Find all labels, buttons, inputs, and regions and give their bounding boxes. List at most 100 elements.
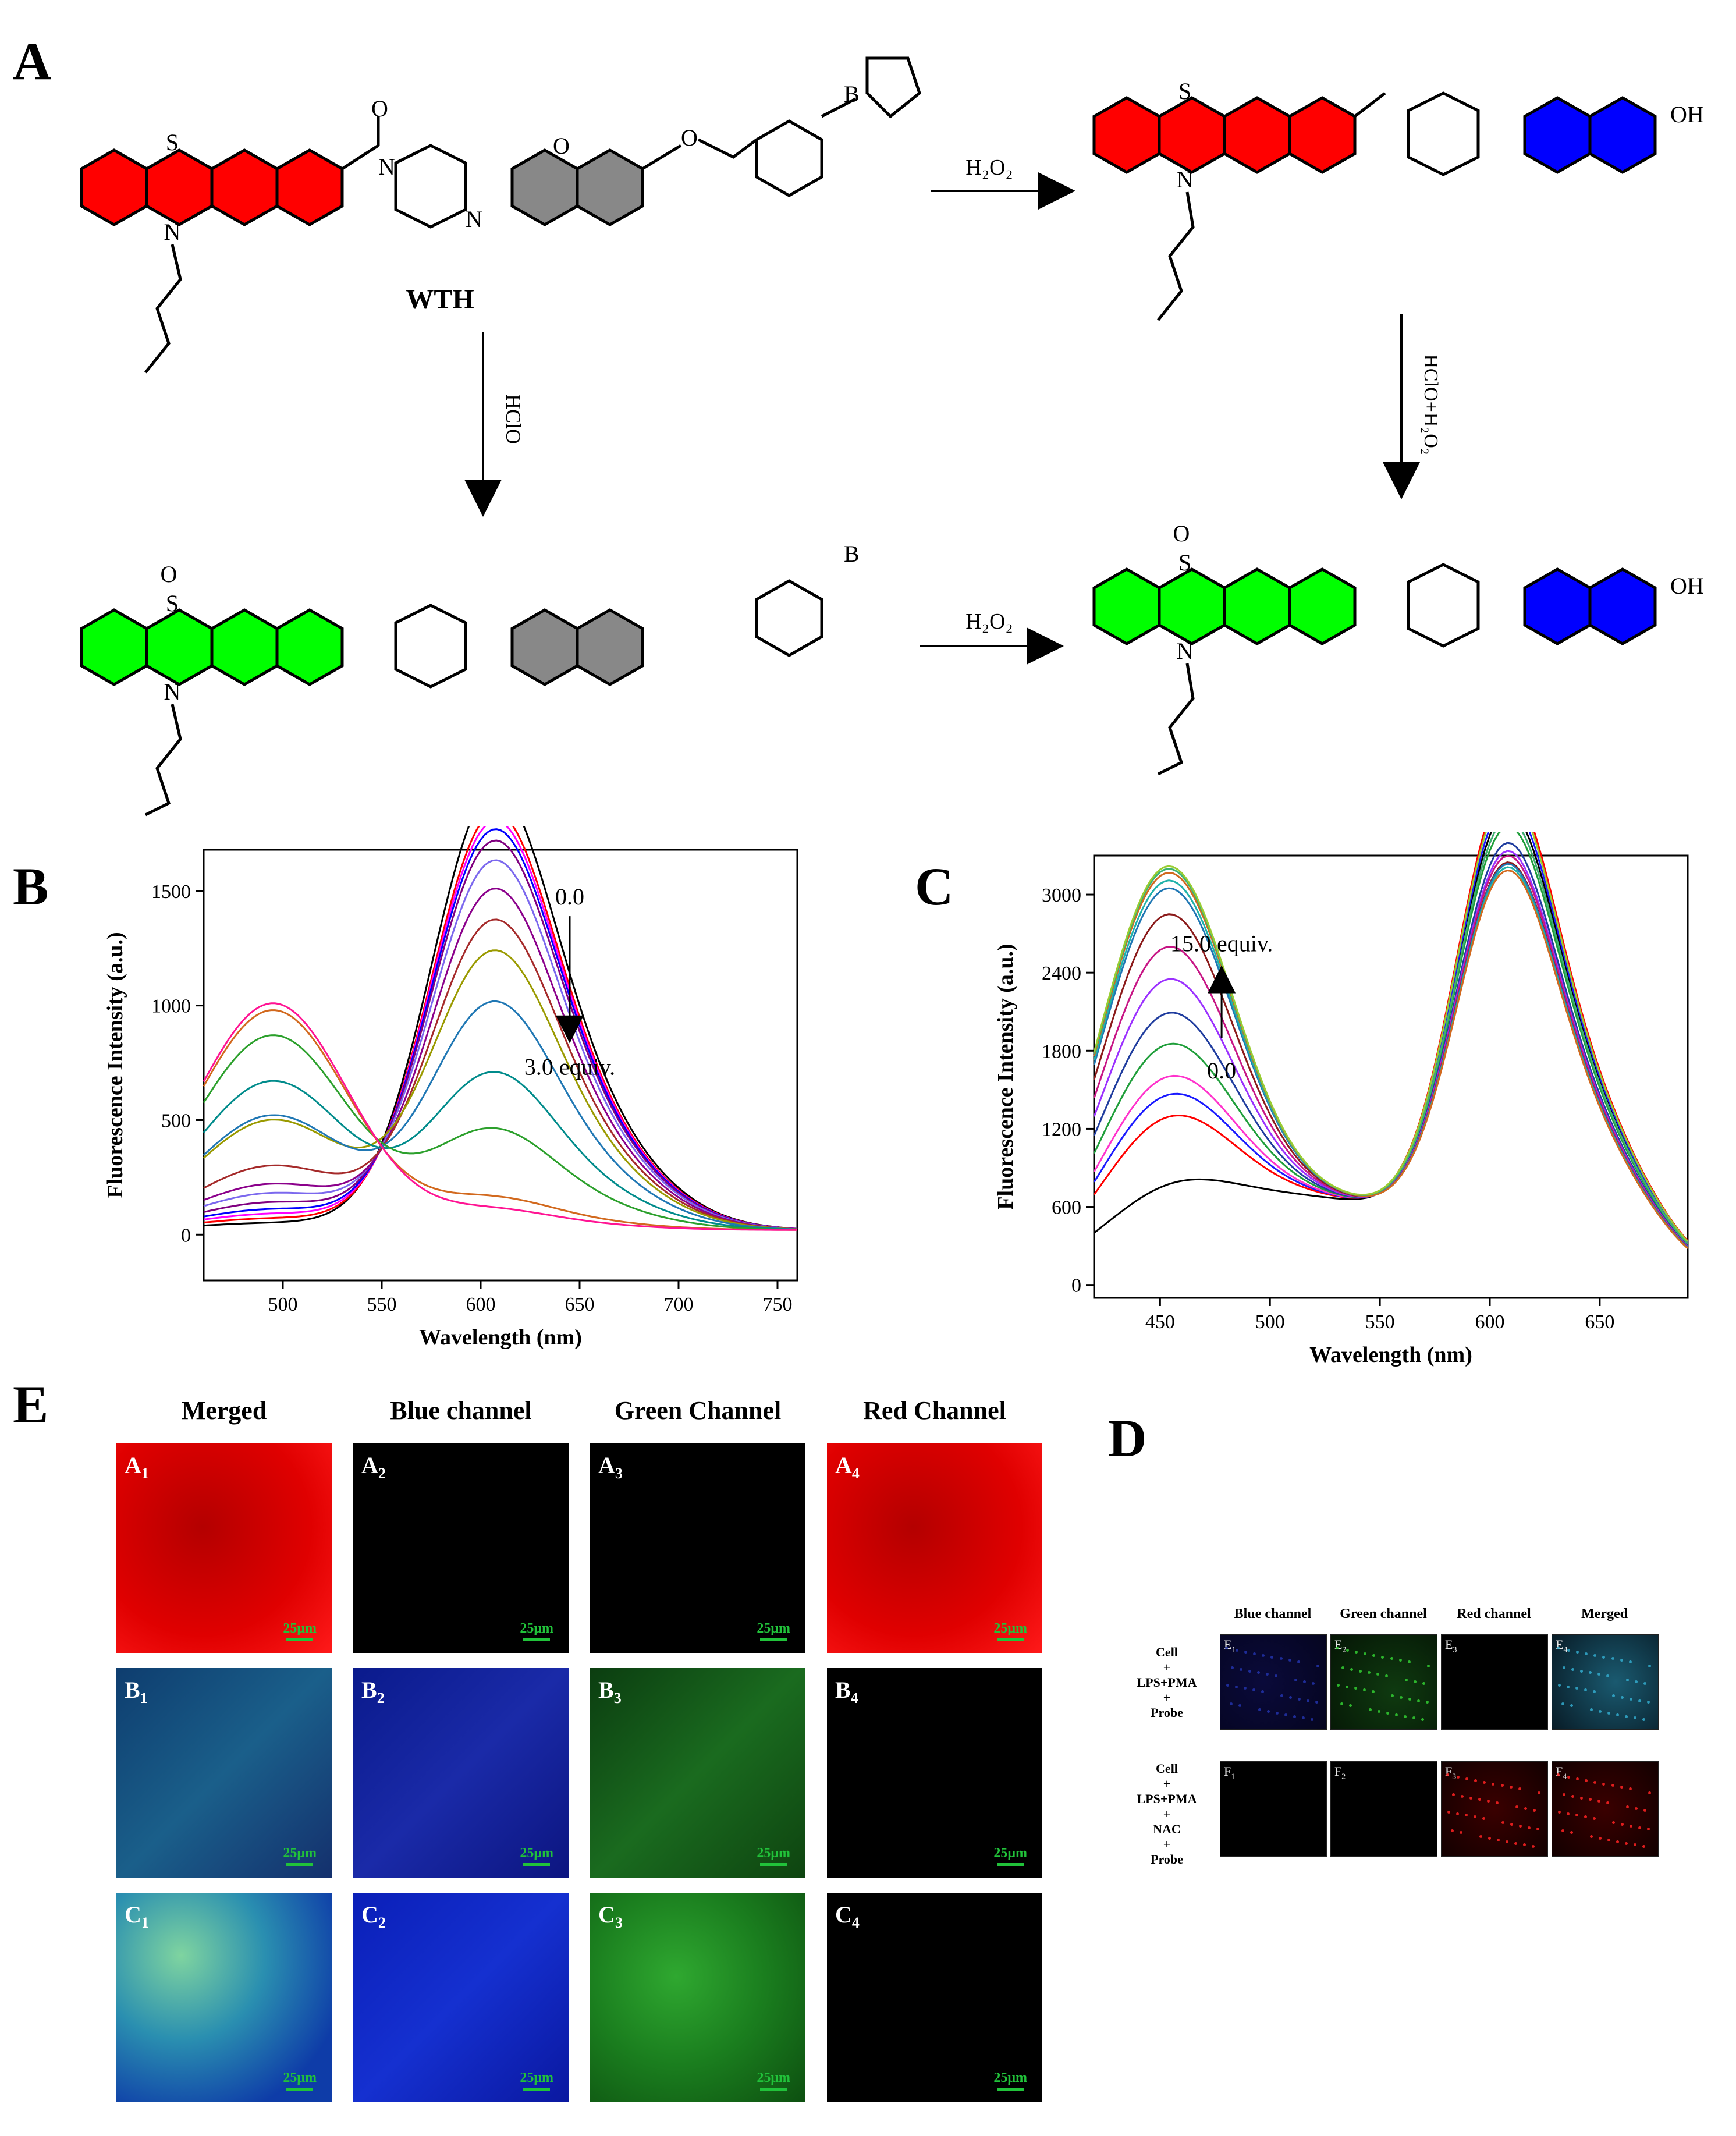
cell-dot [1620,1659,1623,1662]
series-line [203,1009,797,1231]
series-line [203,826,798,1230]
atom-s: S [166,129,179,155]
cell-dot [1593,1654,1597,1657]
cell-dot [1289,1695,1293,1699]
cell-dot [1301,1716,1305,1720]
cell-dot [1386,1711,1389,1715]
cell-dot [1275,1674,1278,1678]
image-tile-b1: B1 25μm [116,1668,332,1878]
cell-dot [1576,1777,1579,1781]
svg-text:N: N [164,679,181,705]
cell-dot [1403,1715,1407,1718]
cell-image-tile-f1: F1 [1220,1761,1327,1857]
cell-dot [1413,1680,1417,1684]
cell-dot [1270,1655,1274,1659]
cell-dot [1638,1699,1642,1702]
chart-b-group: 500 550 600 650 700 750 0 500 1000 1500 Wavelength… [103,826,798,1350]
svg-text:S: S [1178,549,1191,576]
cell-dot [1294,1679,1297,1682]
cell-dot [1585,1652,1588,1655]
cell-dot [1225,1647,1228,1649]
reagent-hclo: HClO [502,394,525,444]
reaction-scheme: S N O N N O O B WTH S N OH [80,56,1704,817]
cell-dot [1563,1793,1566,1796]
cell-dot [1509,1786,1513,1789]
panel-label-e: E [13,1375,49,1434]
cell-dot [1362,1688,1366,1692]
cell-dot [1446,1773,1449,1776]
chart-c: 450 500 550 600 650 0 600 1200 1800 2400 3000 Wavel… [993,832,1689,1367]
cell-dot [1531,1845,1535,1848]
cell-dot [1616,1840,1619,1843]
cell-dot [1630,1824,1633,1828]
cell-dot [1426,1665,1430,1668]
cell-dot [1376,1673,1380,1676]
cell-dot [1557,1683,1561,1687]
tile-label: C2 [361,1901,386,1931]
cell-dot [1624,1841,1628,1845]
cell-dot [1584,1815,1587,1819]
cell-dot [1648,1665,1651,1668]
panel-d-column-header: Green channel [1340,1606,1427,1621]
tile-label: B2 [361,1677,385,1706]
cell-dot [1634,1807,1638,1811]
image-tile-b4: B4 25μm [827,1668,1042,1878]
cell-dot [1606,1801,1610,1805]
y-tick-label: 2400 [1042,963,1081,984]
cell-dot [1473,1815,1476,1819]
cell-dot [1647,1701,1650,1704]
cell-dot [1528,1826,1531,1829]
cell-dot [1457,1776,1460,1779]
cell-dot [1394,1713,1398,1716]
cell-image-tile-e3: E3 [1441,1634,1548,1730]
cell-dot [1585,1779,1588,1782]
x-tick-label: 650 [565,1294,595,1315]
cell-dot [1537,1791,1540,1795]
cell-image-tile-f2: F2 [1330,1761,1437,1857]
cell-dot [1625,1679,1629,1682]
series-line [203,826,798,1230]
cell-dot [1576,1651,1579,1654]
x-tick-label: 600 [1475,1311,1505,1333]
chart-b: 500 550 600 650 700 750 0 500 1000 1500 Wavelength… [103,826,798,1350]
cell-dot [1621,1695,1624,1699]
cell-dot [1280,1694,1284,1698]
cell-dot [1426,1701,1429,1704]
x-tick-label: 650 [1585,1311,1614,1333]
panel-e-column-header: Green Channel [614,1396,782,1425]
scale-bar: 25μm [520,1621,553,1641]
cell-dot [1368,1671,1371,1674]
series-line [203,949,798,1230]
x-tick-label: 600 [466,1294,496,1315]
series-line [203,859,798,1230]
svg-text:O: O [1173,520,1190,547]
scale-bar: 25μm [520,2070,553,2091]
cell-dot [1316,1665,1319,1668]
series-line [1093,854,1689,1248]
cell-dot [1612,1694,1616,1698]
panel-label-a: A [13,31,52,91]
series-line [203,1002,797,1231]
x-tick-label: 500 [268,1294,298,1315]
cell-dot [1248,1669,1252,1673]
image-tile-c2: C2 25μm [353,1893,569,2102]
cell-dot [1633,1716,1636,1720]
tile-label: B1 [125,1677,148,1706]
cell-dot [1487,1800,1490,1803]
x-tick-label: 500 [1255,1311,1285,1333]
cell-dot [1398,1659,1402,1662]
cell-dot [1557,1647,1560,1649]
cell-dot [1628,1787,1632,1791]
y-tick-label: 1000 [151,996,191,1017]
cell-dot [1496,1801,1499,1805]
cell-dot [1302,1680,1306,1684]
cell-dot [1557,1810,1561,1814]
cell-dot [1566,1685,1570,1688]
cell-dot [1570,1704,1574,1708]
cell-dot [1611,1784,1614,1787]
cell-dot [1620,1786,1623,1789]
cell-dot [1262,1654,1265,1657]
scale-bar: 25μm [993,1846,1027,1866]
cell-dot [1589,1708,1593,1712]
series-line [203,888,798,1230]
